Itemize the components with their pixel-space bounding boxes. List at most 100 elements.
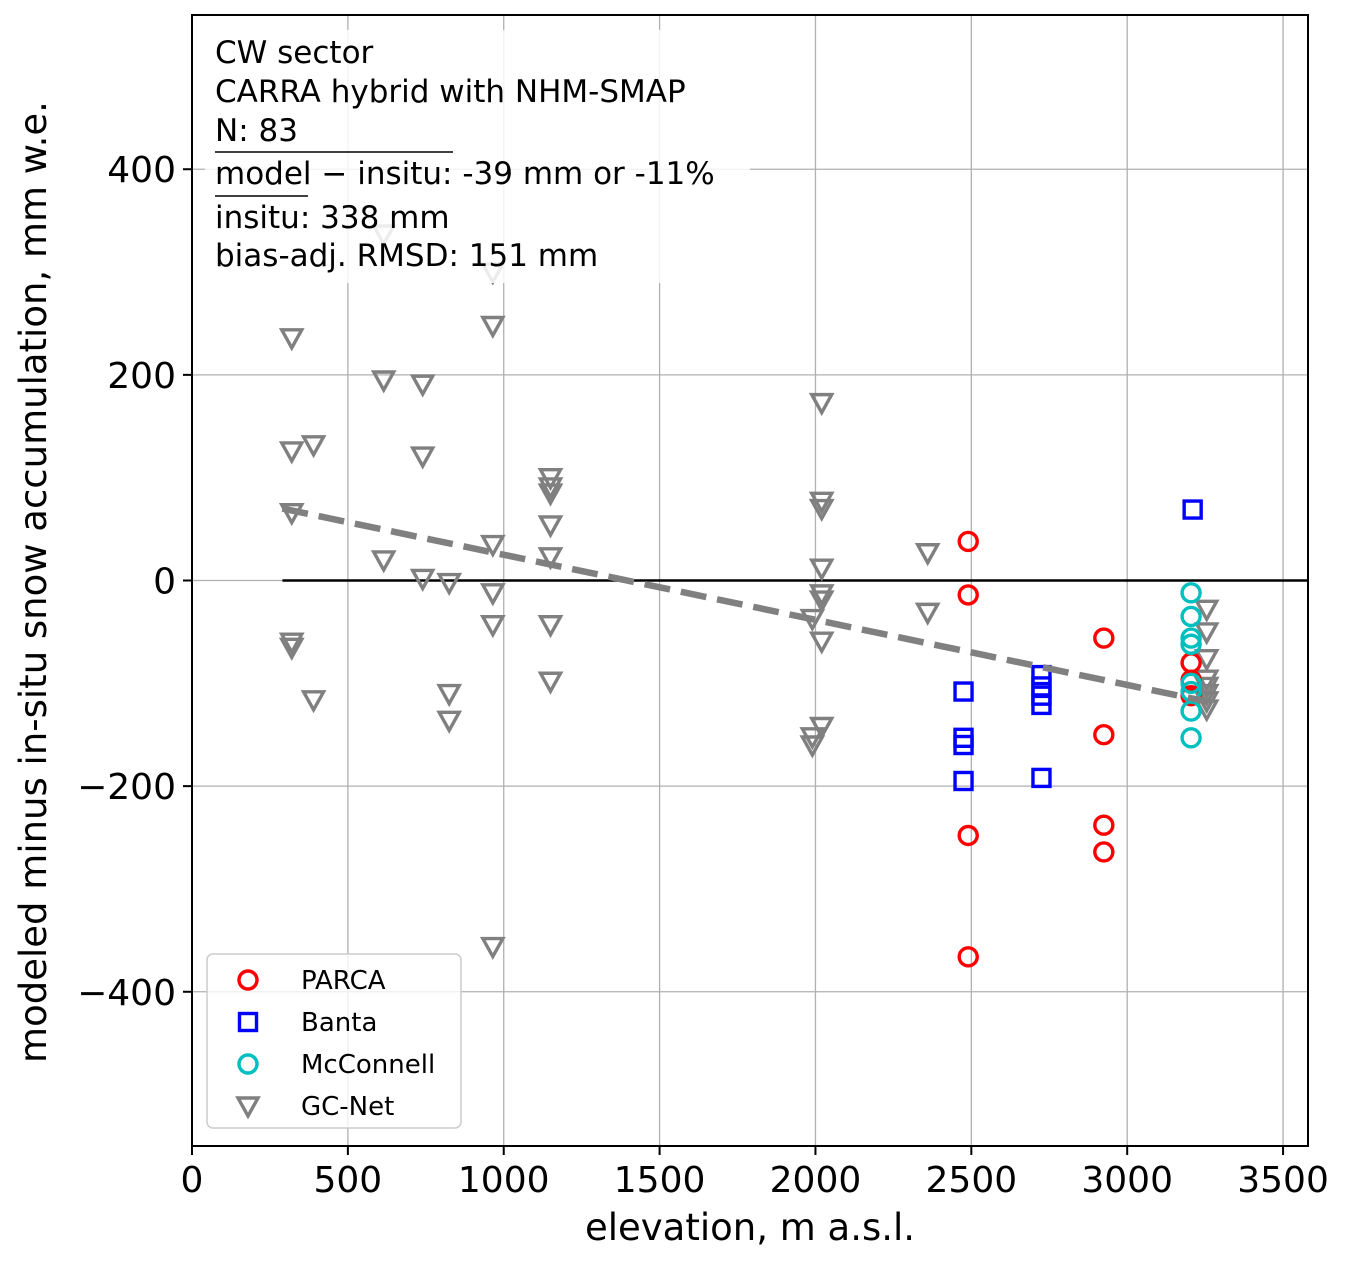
data-point <box>370 370 397 394</box>
data-point <box>409 568 436 592</box>
data-point <box>1182 499 1203 520</box>
data-point <box>1180 605 1202 628</box>
data-point <box>1180 672 1202 695</box>
bias-minus-sign: − <box>312 156 358 192</box>
y-tick-label: 0 <box>153 562 176 603</box>
data-point <box>1180 700 1202 722</box>
x-tick-label: 0 <box>181 1160 204 1201</box>
data-point <box>537 483 564 507</box>
data-point <box>1031 767 1052 789</box>
data-point <box>300 690 327 714</box>
data-point <box>953 681 974 702</box>
data-point <box>479 615 506 639</box>
mean-value: : 338 mm <box>300 200 450 236</box>
data-point <box>1093 841 1115 863</box>
data-point <box>1093 627 1115 649</box>
data-point <box>436 710 463 734</box>
data-point <box>537 515 564 539</box>
legend-marker <box>237 969 259 991</box>
data-point <box>436 683 463 708</box>
legend-marker <box>235 1096 261 1120</box>
data-point <box>808 392 835 417</box>
data-point <box>1193 599 1220 623</box>
data-point <box>957 946 979 968</box>
x-tick-label: 500 <box>314 1160 383 1201</box>
data-point <box>808 590 835 614</box>
data-point <box>1193 648 1220 673</box>
annotation-sector: CW sector <box>215 35 374 71</box>
data-point <box>278 637 305 661</box>
y-tick-label: −200 <box>77 767 176 808</box>
y-tick-label: 200 <box>107 356 176 397</box>
data-point <box>808 558 835 582</box>
y-tick-label: 400 <box>107 150 176 191</box>
data-point <box>479 583 506 607</box>
y-tick-label: −400 <box>77 973 176 1014</box>
x-tick-label: 3000 <box>1081 1160 1173 1201</box>
data-point <box>808 491 835 515</box>
data-point <box>1180 727 1202 749</box>
data-point <box>300 435 327 459</box>
x-tick-label: 2500 <box>926 1160 1018 1201</box>
legend-label: PARCA <box>301 966 386 996</box>
bias-value: : -39 mm or -11% <box>442 156 715 192</box>
legend: PARCA Banta McConnell GC-Net <box>206 953 462 1129</box>
annotation-model: CARRA hybrid with NHM-SMAP <box>215 74 686 110</box>
data-point <box>278 632 305 656</box>
stats-annotation: CW sector CARRA hybrid with NHM-SMAP N: … <box>205 30 750 283</box>
x-tick-label: 1000 <box>458 1160 550 1201</box>
data-point <box>537 615 564 639</box>
annotation-mean: insitu: 338 mm <box>215 200 450 236</box>
data-point <box>537 671 564 695</box>
annotation-rmsd: bias-adj. RMSD: 151 mm <box>215 238 598 274</box>
legend-marker <box>237 1053 259 1075</box>
data-point <box>1180 627 1202 649</box>
data-point <box>914 602 941 626</box>
trend-line <box>281 505 1209 706</box>
data-point <box>957 530 979 553</box>
y-axis-label: modeled minus in-situ snow accumulation,… <box>12 101 55 1063</box>
data-point <box>278 441 305 465</box>
data-points <box>278 224 1220 968</box>
data-point <box>953 770 974 792</box>
legend-label: Banta <box>301 1008 377 1038</box>
series-banta <box>953 499 1203 792</box>
legend-item: Banta <box>237 1008 377 1038</box>
x-tick-label: 1500 <box>614 1160 706 1201</box>
data-point <box>1031 694 1052 716</box>
data-point <box>537 547 564 571</box>
data-point <box>1180 633 1202 655</box>
data-point <box>957 584 979 606</box>
data-point <box>914 543 941 567</box>
data-point <box>537 477 564 501</box>
annotation-count: N: 83 <box>215 113 298 149</box>
data-point <box>436 572 463 597</box>
legend-item: GC-Net <box>235 1092 394 1122</box>
data-point <box>278 328 305 352</box>
legend-box <box>206 953 462 1129</box>
data-point <box>953 734 974 756</box>
data-point <box>1193 676 1220 700</box>
data-point <box>1031 664 1052 686</box>
annotation-bias: model − insitu: -39 mm or -11% <box>215 156 715 192</box>
legend-marker <box>237 1011 259 1033</box>
mean-label: insitu <box>215 200 300 236</box>
data-point <box>808 498 835 523</box>
legend-item: PARCA <box>237 966 386 996</box>
data-point <box>479 936 506 961</box>
data-point <box>799 735 826 759</box>
data-point <box>409 374 436 398</box>
data-point <box>1180 582 1202 604</box>
data-point <box>1093 724 1115 746</box>
axis-ticks: 0 500 1000 1500 2000 2500 3000 3500−400−2000200… <box>77 150 1329 1201</box>
data-point <box>808 631 835 655</box>
data-point <box>409 446 436 470</box>
data-point <box>957 824 979 847</box>
bias-insitu-label: insitu <box>357 156 442 192</box>
legend-label: McConnell <box>301 1050 435 1080</box>
bias-model-label: model <box>215 156 312 192</box>
data-point <box>1093 814 1115 836</box>
legend-item: McConnell <box>237 1050 435 1080</box>
data-point <box>479 534 506 559</box>
